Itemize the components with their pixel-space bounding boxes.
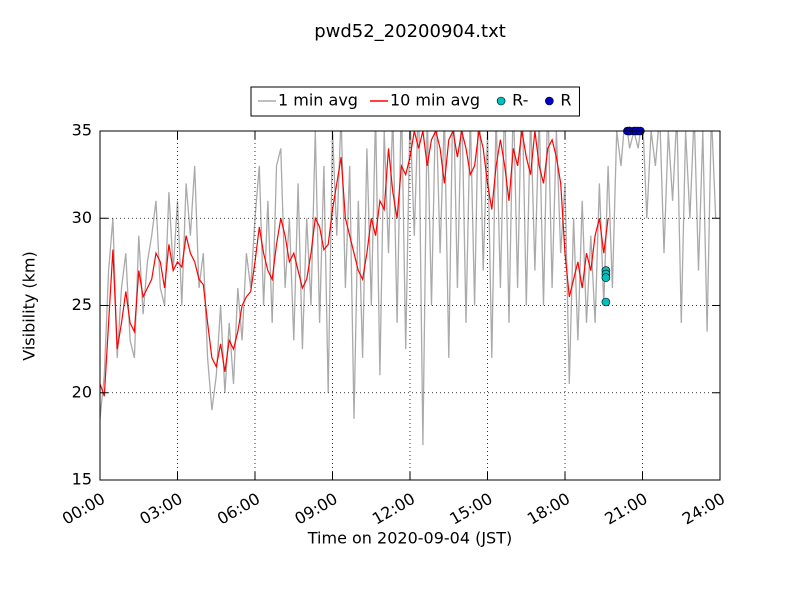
y-axis-label: Visibility (km)	[20, 251, 39, 360]
legend-box	[250, 86, 580, 117]
legend-label: R	[560, 91, 571, 110]
legend-label: 10 min avg	[390, 91, 480, 110]
y-tick-label: 30	[72, 208, 92, 227]
y-tick-label: 15	[72, 470, 92, 489]
series-line	[100, 131, 717, 446]
series-line	[100, 131, 643, 397]
plot-area	[100, 131, 717, 446]
x-axis-label: Time on 2020-09-04 (JST)	[307, 529, 512, 548]
legend-swatch	[545, 96, 554, 106]
data-point	[601, 297, 611, 307]
y-tick-label: 25	[72, 295, 92, 314]
legend-label: R-	[512, 91, 528, 110]
legend-swatch	[496, 96, 506, 106]
y-tick-label: 20	[72, 382, 92, 401]
data-point	[601, 273, 611, 282]
chart-title: pwd52_20200904.txt	[314, 21, 506, 42]
plot-frame	[99, 130, 721, 481]
legend: 1 min avg 10 min avg R- R	[250, 86, 580, 117]
legend-label: 1 min avg	[278, 91, 358, 110]
y-tick-label: 35	[72, 121, 92, 140]
